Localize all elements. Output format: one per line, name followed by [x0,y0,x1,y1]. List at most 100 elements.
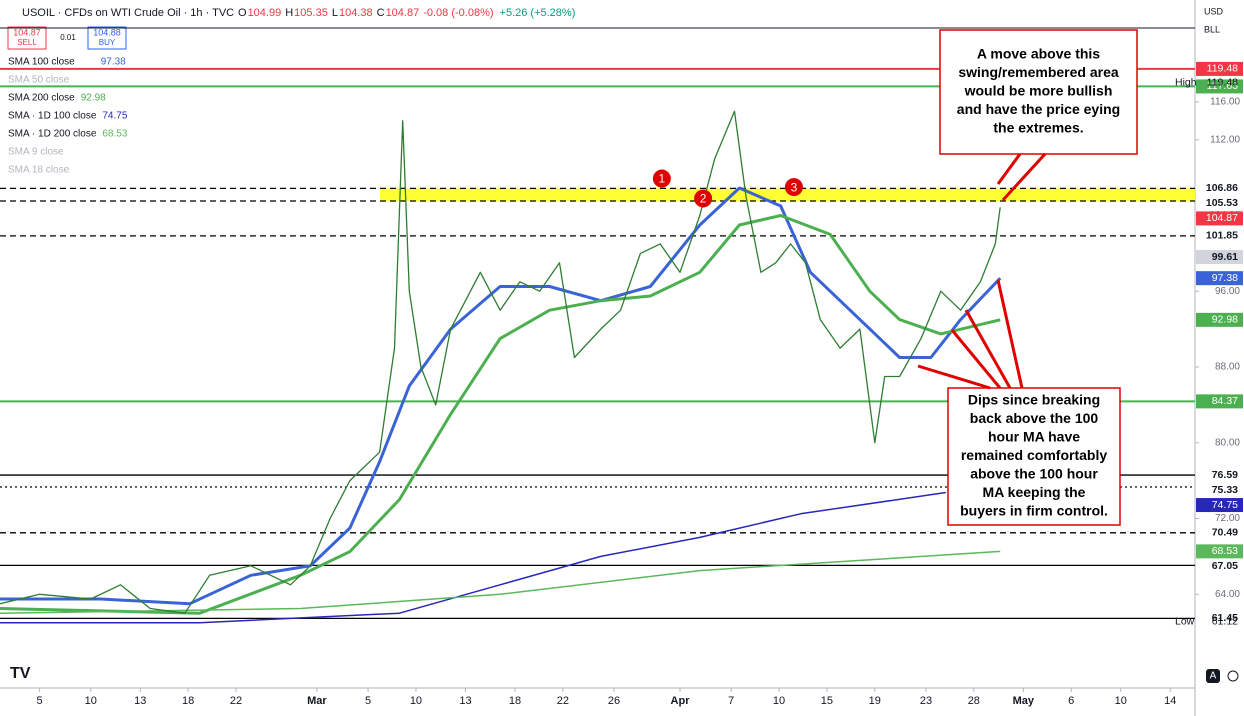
level-label-bg [1196,468,1243,483]
x-tick-label: 10 [410,695,422,707]
arrow [950,329,1002,389]
legend-name: SMA · 1D 100 close [8,111,97,122]
legend-name: SMA 200 close [8,93,75,104]
y-tick-label: 72.00 [1215,513,1240,524]
level-label: 101.85 [1206,230,1238,242]
ohlc-key: O [238,7,247,19]
y-tick-label: 96.00 [1215,286,1240,297]
ma-line [0,550,1001,614]
plot: USOIL · CFDs on WTI Crude Oil · 1h · TVC… [0,6,1243,707]
x-tick-label: 13 [459,695,471,707]
level-label-bg [1196,525,1243,540]
high-tag: High [1175,77,1197,89]
ohlc-key: C [377,7,385,19]
x-tick-label: 10 [773,695,785,707]
price-line [0,110,1001,614]
level-label-bg [1196,196,1243,211]
level-label: 104.87 [1206,212,1238,224]
change: -0.08 (-0.08%) [423,7,493,19]
legend-value: 74.75 [102,111,127,122]
level-label: 74.75 [1212,499,1238,511]
legend-value: 97.38 [101,57,126,68]
level-label-bg [1196,228,1243,243]
level-label: 97.38 [1212,272,1238,284]
level-label-bg [1196,544,1243,559]
y-tick-label: 112.00 [1210,134,1240,145]
x-tick-label: 26 [608,695,620,707]
legend-hidden: SMA 9 close [8,147,64,158]
x-tick-label: 5 [365,695,371,707]
x-tick-label: 14 [1164,695,1176,707]
y-tick-label: 116.00 [1210,97,1240,108]
level-label: 61.45 [1212,612,1238,624]
x-tick-label: 22 [557,695,569,707]
low-tag: Low [1175,615,1195,627]
buy-price: 104.88 [93,27,121,37]
buy-box[interactable] [87,26,127,50]
level-label: 70.49 [1212,527,1238,539]
x-tick-label: 7 [728,695,734,707]
ohlc-key: H [285,7,293,19]
annotation-text: Dips since breaking [968,392,1100,408]
symbol: USOIL · CFDs on WTI Crude Oil · 1h · TVC [22,7,234,19]
marker [784,178,803,197]
marker-label: 1 [659,172,666,186]
level-label: 68.53 [1212,545,1238,557]
x-tick-label: 22 [230,695,242,707]
level-label-bg [1196,181,1243,196]
x-tick-label: 6 [1068,695,1074,707]
resistance-zone [380,188,1195,202]
annotation-text: the extremes. [993,120,1083,136]
x-tick-label: 15 [821,695,833,707]
marker [694,189,713,208]
x-tick-label: 10 [1115,695,1127,707]
x-tick-label: 28 [968,695,980,707]
annotation-text: would be more bullish [964,83,1113,99]
legend-hidden: SMA 18 close [8,165,70,176]
level-label-bg [1196,250,1243,265]
legend-name: SMA 100 close [8,57,75,68]
level-label: 75.33 [1212,484,1238,496]
currency: USD [1204,6,1224,16]
x-tick-label: Mar [307,695,327,707]
auto-label: A [1210,671,1217,682]
unit: BLL [1204,24,1220,34]
level-label: 105.53 [1206,197,1238,209]
level-label-bg [1196,559,1243,574]
x-tick-label: 5 [37,695,43,707]
sell-price: 104.87 [13,27,41,37]
y-tick-label: 80.00 [1215,437,1240,448]
y-tick-label: 64.00 [1215,589,1240,600]
sell-label: SELL [17,38,37,47]
x-tick-label: May [1013,695,1035,707]
annotation-text: buyers in firm control. [960,503,1108,519]
x-tick-label: 19 [869,695,881,707]
level-label-bg [1196,483,1243,498]
x-tick-label: 23 [920,695,932,707]
level-label-bg [1196,394,1243,409]
buy-label: BUY [99,38,116,47]
change-day: +5.26 (+5.28%) [500,7,576,19]
level-label: 117.63 [1207,80,1238,92]
annotation-text: swing/remembered area [958,64,1119,80]
level-label: 84.37 [1212,395,1238,407]
settings-button[interactable] [1227,670,1239,682]
x-tick-label: 13 [134,695,146,707]
sell-box[interactable] [7,26,47,50]
ohlc-value: 104.99 [248,7,282,19]
logo: TV [10,665,31,682]
level-label: 99.61 [1212,251,1238,263]
overlay: TV A [10,152,1239,683]
level-label: 106.86 [1206,182,1238,194]
arrow [996,279,1024,389]
level-label: 119.48 [1207,63,1238,75]
legend-name: SMA · 1D 200 close [8,129,97,140]
level-label-bg [1196,611,1243,626]
annotation-box [939,29,1138,155]
auto-button[interactable] [1206,669,1220,683]
level-label-bg [1196,61,1243,76]
arrow [1001,152,1047,202]
annotation-text: above the 100 hour [970,466,1098,482]
x-tick-label: 10 [85,695,97,707]
low-value: 61.12 [1212,615,1238,627]
